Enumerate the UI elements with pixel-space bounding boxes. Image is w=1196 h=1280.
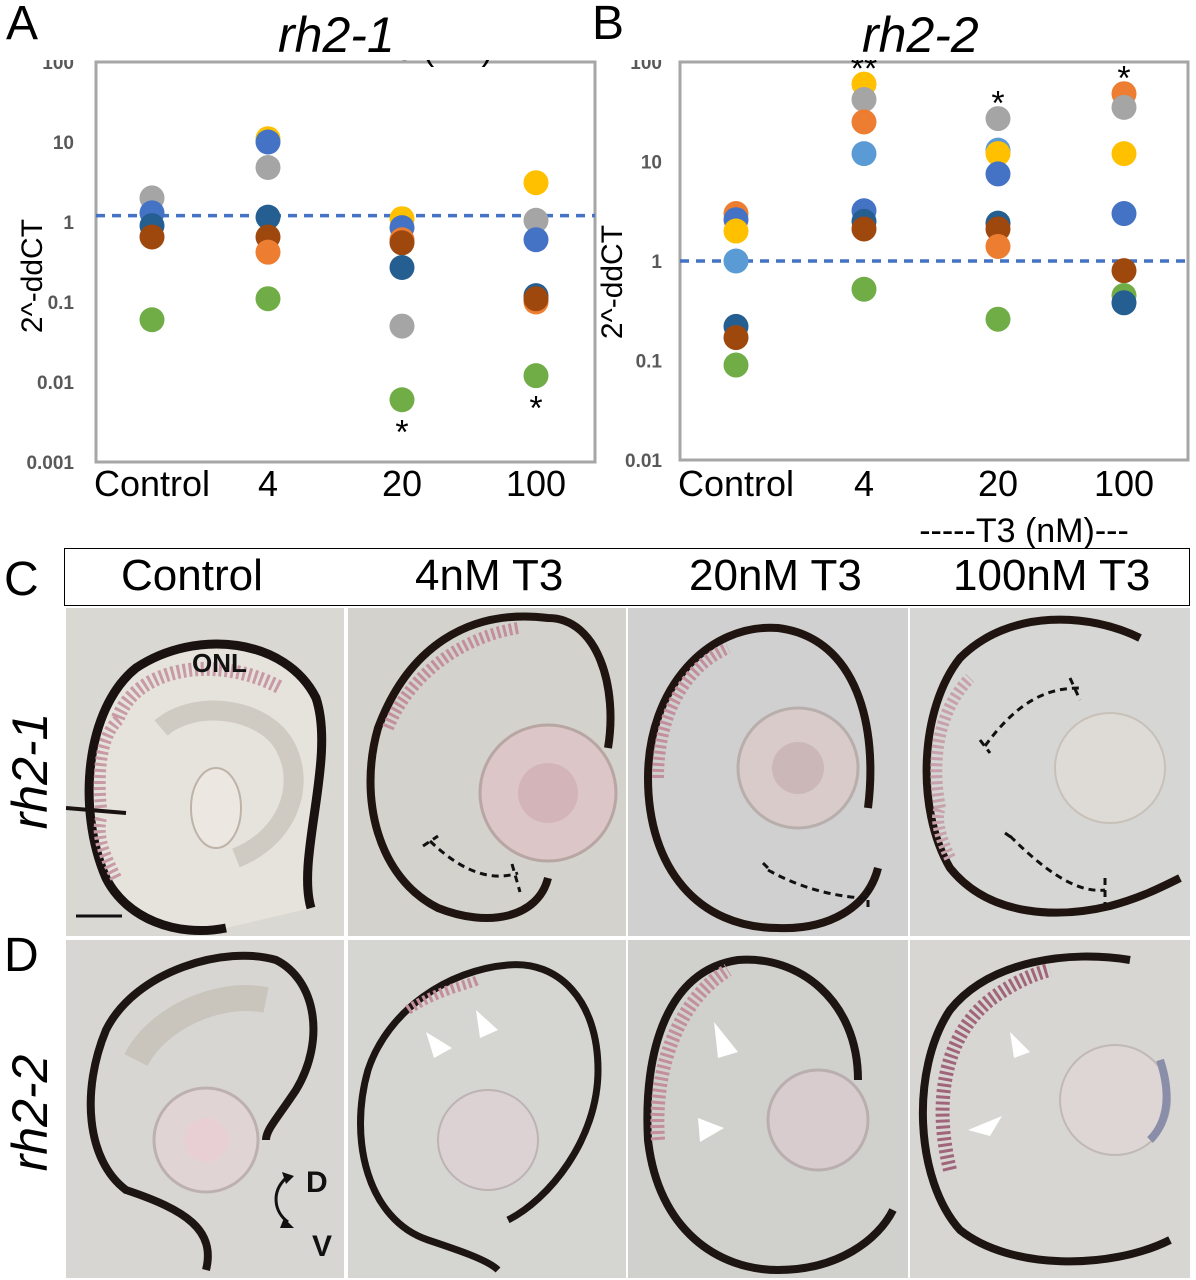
micrograph-rh2-1-100nm (910, 608, 1190, 936)
chart-b-ytick-label: 100 (630, 60, 662, 74)
chart-b-data-point (985, 216, 1011, 242)
chart-a-category-label: Control (94, 463, 210, 504)
chart-a-title: rh2-1 (278, 7, 395, 63)
chart-a-data-point (523, 170, 549, 196)
chart-b-significance-mark: * (991, 85, 1004, 123)
chart-a-ytick-label: 0.1 (48, 293, 75, 314)
chart-a-data-point (255, 129, 281, 155)
chart-a-category-label: 20 (382, 463, 422, 504)
row-label-rh2-2: rh2-2 (2, 1054, 58, 1172)
chart-b-category-label: 100 (1094, 463, 1154, 504)
chart-b-ytick-label: 0.1 (636, 352, 663, 373)
micrograph-rh2-2-100nm (910, 940, 1190, 1278)
panel-letter-c: C (4, 553, 39, 606)
chart-b-data-point (1111, 201, 1137, 227)
condition-header: Control 4nM T3 20nM T3 100nM T3 (64, 548, 1190, 606)
chart-b-data-point (1111, 258, 1137, 284)
chart-a-data-point (389, 387, 415, 413)
chart-b-data-point (851, 86, 877, 112)
onl-label: ONL (192, 648, 247, 678)
chart-a-category-label: 4 (258, 463, 278, 504)
chart-a-ylabel: 2^-ddCT (16, 219, 49, 333)
chart-b-category-label: 4 (854, 463, 874, 504)
chart-b-data-point (851, 216, 877, 242)
micrograph-rh2-2-4nm (348, 940, 626, 1278)
chart-b-data-point (723, 218, 749, 244)
chart-a-data-point (255, 286, 281, 312)
chart-a-data-point (389, 230, 415, 256)
chart-b-ytick-label: 0.01 (625, 451, 662, 472)
micrograph-rh2-1-20nm (628, 608, 908, 936)
chart-b-data-point (851, 276, 877, 302)
condition-label-4nm: 4nM T3 (415, 551, 564, 600)
chart-b-significance-mark: * (1117, 60, 1130, 98)
chart-b-ytick-label: 10 (641, 153, 662, 174)
chart-a-data-point (139, 307, 165, 333)
condition-label-100nm: 100nM T3 (953, 551, 1151, 600)
chart-a-data-point (255, 204, 281, 230)
chart-a-data-point (255, 239, 281, 265)
condition-label-control: Control (121, 551, 263, 600)
chart-a-ytick-label: 10 (53, 133, 74, 154)
chart-b-data-point (1111, 94, 1137, 120)
chart-b-category-label: 20 (978, 463, 1018, 504)
chart-b-category-label: Control (678, 463, 794, 504)
chart-b-significance-mark: ** (851, 60, 877, 88)
panel-letter-a: A (6, 0, 39, 50)
chart-b-data-point (985, 141, 1011, 167)
chart-b-data-point (851, 109, 877, 135)
chart-b-data-point (1111, 290, 1137, 316)
chart-b-title: rh2-2 (862, 7, 979, 63)
chart-a-data-point (523, 227, 549, 253)
chart-b-ylabel: 2^-ddCT (596, 225, 629, 339)
chart-a-data-point (523, 363, 549, 389)
condition-label-20nm: 20nM T3 (689, 551, 862, 600)
chart-b-data-point (985, 233, 1011, 259)
chart-a-data-point (139, 224, 165, 250)
chart-a-significance-mark: * (395, 414, 408, 452)
micrograph-rh2-1-control: ONL (66, 608, 344, 936)
chart-a-data-point (523, 207, 549, 233)
orientation-dorsal-label: D (306, 1166, 328, 1199)
chart-a-ytick-label: 0.01 (37, 373, 74, 394)
chart-b-xgroup-label: -----T3 (nM)--- (919, 512, 1129, 550)
chart-a: 100 10 1 0.1 0.01 0.001 * * Control 4 20 100 2^-d… (16, 60, 597, 504)
panel-letter-b: B (592, 0, 625, 50)
chart-b-data-point (723, 248, 749, 274)
micrograph-rh2-2-control: D V (66, 940, 344, 1278)
chart-a-ytick-label: 1 (63, 213, 74, 234)
chart-b-data-point (723, 325, 749, 351)
chart-a-frame (94, 60, 597, 464)
chart-a-data-point (389, 254, 415, 280)
chart-b-ytick-label: 1 (651, 252, 662, 273)
chart-b-data-point (985, 106, 1011, 132)
chart-b-frame (678, 60, 1190, 462)
micrograph-rh2-2-20nm (628, 940, 908, 1278)
micrograph-rh2-1-4nm (348, 608, 626, 936)
chart-b-data-point (851, 141, 877, 167)
chart-a-data-point (255, 155, 281, 181)
orientation-ventral-label: V (312, 1230, 333, 1263)
chart-b-data-point (985, 161, 1011, 187)
chart-a-category-label: 100 (506, 463, 566, 504)
chart-a-significance-mark: * (529, 390, 542, 428)
chart-b-data-point (723, 352, 749, 378)
chart-b-data-point (1111, 141, 1137, 167)
chart-a-data-point (523, 286, 549, 312)
chart-a-data-point (389, 313, 415, 339)
chart-a-xgroup-label: ------T3 (nM)---- (306, 60, 538, 68)
chart-b-data-point (985, 306, 1011, 332)
chart-a-ytick-label: 100 (42, 60, 74, 74)
row-label-rh2-1: rh2-1 (2, 712, 58, 830)
panel-letter-d: D (4, 929, 39, 982)
chart-a-ytick-label: 0.001 (26, 453, 74, 474)
